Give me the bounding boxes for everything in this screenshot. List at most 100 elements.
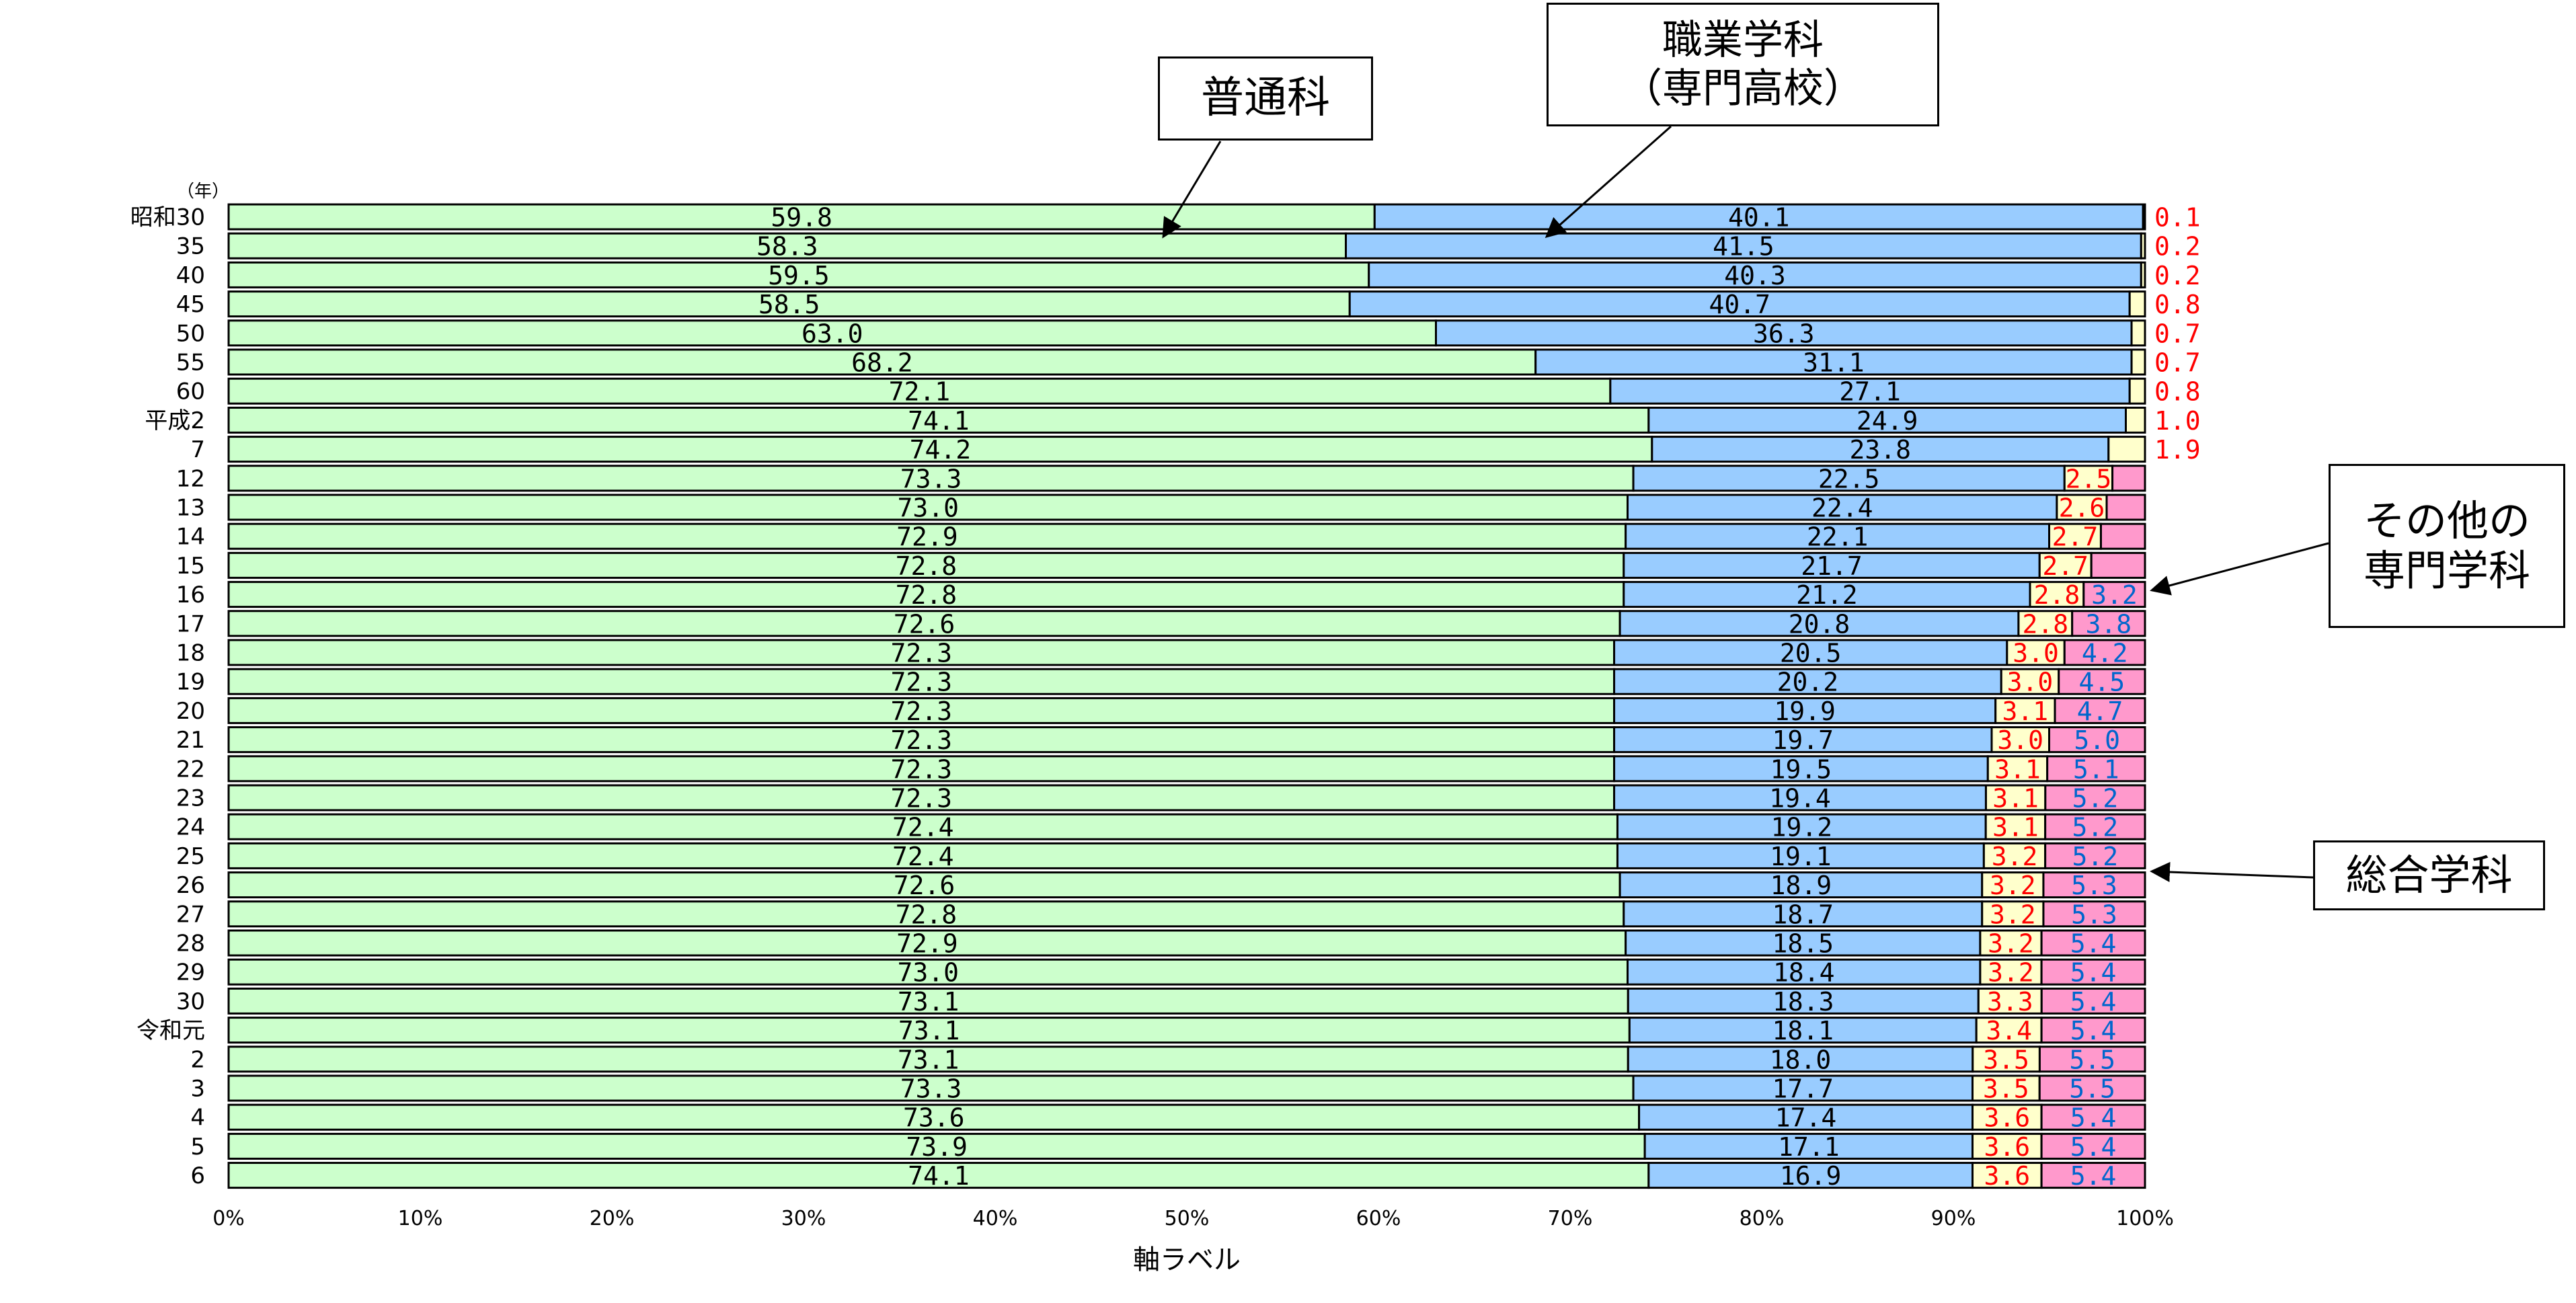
value-label-0: 72.3 (891, 725, 953, 755)
value-label-2: 0.8 (2154, 377, 2201, 407)
value-label-1: 24.9 (1857, 406, 1918, 436)
value-label-1: 20.5 (1780, 639, 1842, 668)
value-label-0: 72.6 (894, 871, 955, 900)
value-labels-layer: 59.8 40.1 0.1 58.3 41.5 0.2 59.5 40.3 0.2 58.5 40.… (756, 203, 2201, 1191)
bar-segment-0-5 (227, 348, 1537, 376)
x-tick-label: 40% (973, 1207, 1018, 1230)
bar-segment-1-2 (1368, 261, 2142, 288)
bar-segment-3-24 (2042, 900, 2146, 928)
category-label: 21 (176, 727, 205, 754)
value-label-3: 5.2 (2072, 842, 2119, 871)
arrow-general (1162, 141, 1222, 239)
x-axis: 軸ラベル 0% 10% 20% 30% 40% 50% 60% 70% 80% 90% 100% (212, 1207, 2174, 1275)
value-label-3: 5.5 (2069, 1074, 2115, 1104)
bar-segment-2-0 (2142, 203, 2146, 231)
callout-general-course: 普通科 (1158, 56, 1373, 141)
category-label: 4 (190, 1105, 205, 1132)
bar-segment-0-31 (227, 1103, 1641, 1131)
bar-segment-3-10 (2105, 493, 2146, 521)
bar-segment-0-6 (227, 377, 1612, 405)
category-label: 13 (176, 495, 205, 522)
bar-segment-1-18 (1613, 726, 1993, 754)
category-label: 19 (176, 669, 205, 696)
bar-segment-1-29 (1627, 1045, 1974, 1073)
value-label-1: 22.5 (1818, 464, 1880, 493)
value-label-3: 5.2 (2072, 784, 2119, 814)
category-label: 22 (176, 756, 205, 783)
value-label-2: 1.0 (2154, 406, 2201, 436)
bar-segment-1-16 (1613, 668, 2002, 695)
value-label-1: 18.5 (1772, 929, 1834, 959)
category-label: 29 (176, 959, 205, 986)
category-label: 35 (176, 233, 205, 260)
bar-segment-1-24 (1623, 900, 1984, 928)
category-label: 27 (176, 901, 205, 928)
bar-segment-0-29 (227, 1045, 1629, 1073)
callout-integrated-text: 総合学科 (2345, 850, 2513, 900)
bar-segment-3-18 (2048, 726, 2146, 754)
bar-segment-1-6 (1609, 377, 2131, 405)
value-label-3: 5.4 (2070, 1103, 2117, 1133)
bar-segment-0-28 (227, 1017, 1631, 1044)
bar-segment-2-21 (1984, 813, 2047, 840)
value-label-0: 72.9 (896, 929, 958, 959)
value-label-3: 5.4 (2070, 1161, 2117, 1191)
category-label: 12 (176, 465, 205, 492)
bar-segment-0-21 (227, 813, 1618, 840)
value-label-0: 72.8 (896, 580, 958, 610)
value-label-3: 3.8 (2086, 609, 2132, 639)
value-label-1: 20.8 (1789, 609, 1850, 639)
bar-segment-2-3 (2128, 290, 2146, 318)
value-label-1: 19.5 (1770, 754, 1832, 784)
x-tick-label: 60% (1356, 1207, 1401, 1230)
callout-other-text: その他の 専門学科 (2363, 496, 2530, 595)
bar-segment-1-26 (1627, 958, 1982, 986)
bar-segment-2-13 (2029, 581, 2085, 608)
x-tick-label: 50% (1165, 1207, 1210, 1230)
category-label: 24 (176, 814, 205, 841)
bar-segment-0-8 (227, 436, 1653, 463)
value-label-2: 3.0 (2007, 668, 2054, 697)
value-label-1: 31.1 (1803, 348, 1865, 378)
bar-segment-0-30 (227, 1074, 1635, 1102)
x-tick-label: 30% (781, 1207, 826, 1230)
x-tick-label: 20% (590, 1207, 635, 1230)
value-label-2: 3.0 (2013, 639, 2059, 668)
category-label: 18 (176, 640, 205, 667)
bar-segment-1-31 (1638, 1103, 1974, 1131)
value-label-3: 5.3 (2071, 900, 2117, 929)
bar-segment-1-22 (1616, 842, 1985, 869)
bar-segment-2-7 (2125, 406, 2146, 434)
arrow-integrated (2150, 862, 2314, 883)
bars-layer (227, 203, 2146, 1189)
bar-segment-3-30 (2038, 1074, 2146, 1102)
bar-segment-2-16 (2000, 668, 2060, 695)
bar-segment-1-0 (1373, 203, 2144, 231)
bar-segment-2-26 (1979, 958, 2043, 986)
bar-segment-3-21 (2044, 813, 2146, 840)
value-label-2: 0.2 (2154, 261, 2201, 290)
bar-segment-3-29 (2038, 1045, 2146, 1073)
bar-segment-2-10 (2056, 493, 2108, 521)
x-axis-title: 軸ラベル (1133, 1245, 1241, 1275)
value-label-3: 5.5 (2069, 1045, 2115, 1074)
value-label-1: 40.7 (1709, 290, 1770, 319)
value-label-1: 27.1 (1839, 377, 1901, 407)
bar-segment-0-18 (227, 726, 1616, 754)
category-label: 28 (176, 931, 205, 957)
value-label-1: 18.1 (1772, 1016, 1834, 1045)
bar-segment-3-19 (2046, 755, 2146, 783)
callout-integrated-course: 総合学科 (2313, 840, 2545, 910)
value-label-2: 1.9 (2154, 435, 2201, 465)
value-label-3: 5.4 (2070, 987, 2117, 1017)
bar-segment-3-15 (2063, 639, 2146, 666)
value-label-2: 2.6 (2059, 493, 2105, 523)
bar-segment-2-28 (1975, 1017, 2043, 1044)
category-label: 55 (176, 350, 205, 377)
x-tick-label: 10% (398, 1207, 443, 1230)
value-label-2: 2.8 (2022, 609, 2068, 639)
bar-segment-1-9 (1632, 465, 2066, 492)
value-label-0: 72.8 (896, 551, 958, 581)
category-label: 17 (176, 610, 205, 637)
value-label-0: 73.6 (903, 1103, 965, 1133)
